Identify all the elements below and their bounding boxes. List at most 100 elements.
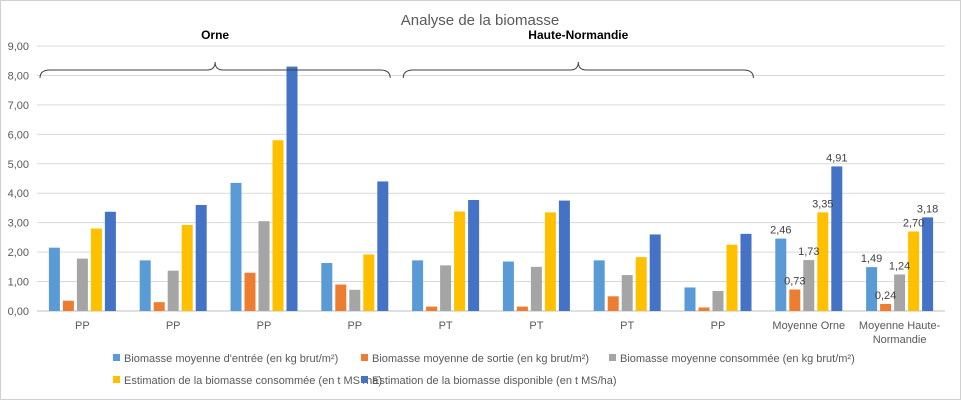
category-label: PP: [75, 320, 90, 332]
category-label: PT: [529, 320, 543, 332]
bar: [321, 263, 333, 311]
bar: [712, 290, 724, 311]
bar: [167, 270, 179, 311]
data-labels: 2,46 0,73 1,73 3,35 4,91 1,49 0,24 1,24 2,70 3,18: [770, 152, 938, 302]
bar: [866, 267, 878, 311]
chart-title: Analyse de la biomasse: [401, 12, 559, 29]
y-tick-label: 4,00: [8, 188, 29, 200]
bar: [76, 258, 88, 311]
y-tick-label: 6,00: [8, 129, 29, 141]
bar: [244, 272, 256, 311]
bar: [684, 287, 696, 311]
data-label: 1,49: [861, 253, 882, 265]
data-label: 1,24: [889, 260, 910, 272]
y-tick-label: 1,00: [8, 277, 29, 289]
bar: [789, 289, 801, 311]
y-tick-label: 5,00: [8, 159, 29, 171]
bar: [153, 302, 165, 311]
data-label: 3,18: [917, 203, 938, 215]
data-label: 0,24: [875, 290, 896, 302]
y-tick-label: 2,00: [8, 247, 29, 259]
bar: [558, 200, 570, 311]
y-tick-label: 3,00: [8, 218, 29, 230]
bar: [272, 140, 284, 311]
bar: [48, 247, 60, 311]
category-label: PP: [347, 320, 362, 332]
legend-swatch: [361, 376, 368, 383]
bar: [803, 260, 815, 311]
group-brace: [402, 61, 754, 79]
bar: [412, 260, 424, 311]
y-tick-label: 9,00: [8, 41, 29, 53]
legend-label: Biomasse moyenne de sortie (en kg brut/m…: [372, 353, 589, 365]
category-label: PP: [257, 320, 272, 332]
group-label: Haute-Normandie: [528, 28, 628, 42]
bar: [607, 296, 619, 311]
bar: [649, 234, 661, 311]
y-tick-label: 8,00: [8, 70, 29, 82]
bar: [698, 307, 710, 311]
legend: Biomasse moyenne d'entrée (en kg brut/m²…: [113, 353, 855, 387]
data-label: 0,73: [784, 276, 805, 288]
bar: [426, 306, 438, 311]
bar: [908, 231, 920, 311]
bar: [230, 182, 242, 311]
bar: [195, 205, 207, 311]
bar: [181, 225, 193, 311]
bar: [258, 221, 270, 311]
category-label: Normandie: [873, 334, 927, 346]
bar: [468, 199, 480, 311]
bar: [104, 211, 116, 311]
bar: [740, 233, 752, 311]
category-label: PP: [711, 320, 726, 332]
data-label: 2,46: [770, 225, 791, 237]
bar: [775, 238, 787, 311]
bar: [635, 257, 647, 311]
data-label: 2,70: [903, 218, 924, 230]
bar: [922, 217, 934, 311]
legend-swatch: [113, 354, 120, 361]
category-label: PT: [439, 320, 453, 332]
bar: [335, 284, 347, 311]
bar: [544, 212, 556, 311]
bar: [894, 274, 906, 311]
category-label: PP: [166, 320, 181, 332]
bar: [516, 306, 528, 311]
bar: [502, 261, 514, 311]
bar: [817, 212, 829, 311]
bar: [363, 254, 375, 311]
legend-label: Estimation de la biomasse disponible (en…: [372, 375, 617, 387]
bar: [530, 266, 542, 311]
bar: [349, 289, 361, 311]
legend-swatch: [361, 354, 368, 361]
category-label: Moyenne Haute-: [859, 320, 941, 332]
category-label: PT: [620, 320, 634, 332]
legend-label: Biomasse moyenne consommée (en kg brut/m…: [620, 353, 855, 365]
legend-label: Biomasse moyenne d'entrée (en kg brut/m²…: [124, 353, 338, 365]
x-axis-categories: PP PP PP PP PT PT PT PP Moyenne Orne Moyenne Haut…: [75, 320, 941, 346]
y-tick-label: 7,00: [8, 100, 29, 112]
bar: [286, 66, 298, 311]
data-label: 3,35: [812, 198, 833, 210]
y-axis-ticks: 0,00 1,00 2,00 3,00 4,00 5,00 6,00 7,00 8,00 9,00: [8, 41, 29, 318]
bar: [440, 265, 452, 311]
bar: [62, 300, 74, 311]
group-brace: [39, 61, 391, 79]
bar: [454, 211, 466, 311]
data-label: 1,73: [798, 246, 819, 258]
bar: [621, 275, 633, 311]
bar: [90, 228, 102, 311]
legend-label: Estimation de la biomasse consommée (en …: [124, 375, 382, 387]
legend-swatch: [609, 354, 616, 361]
group-label: Orne: [201, 28, 229, 42]
bar: [139, 260, 151, 311]
bar: [831, 166, 843, 311]
category-label: Moyenne Orne: [772, 320, 845, 332]
bar: [726, 244, 738, 311]
bar: [377, 181, 389, 311]
legend-swatch: [113, 376, 120, 383]
group-braces: Orne Haute-Normandie: [39, 28, 754, 79]
y-tick-label: 0,00: [8, 306, 29, 318]
